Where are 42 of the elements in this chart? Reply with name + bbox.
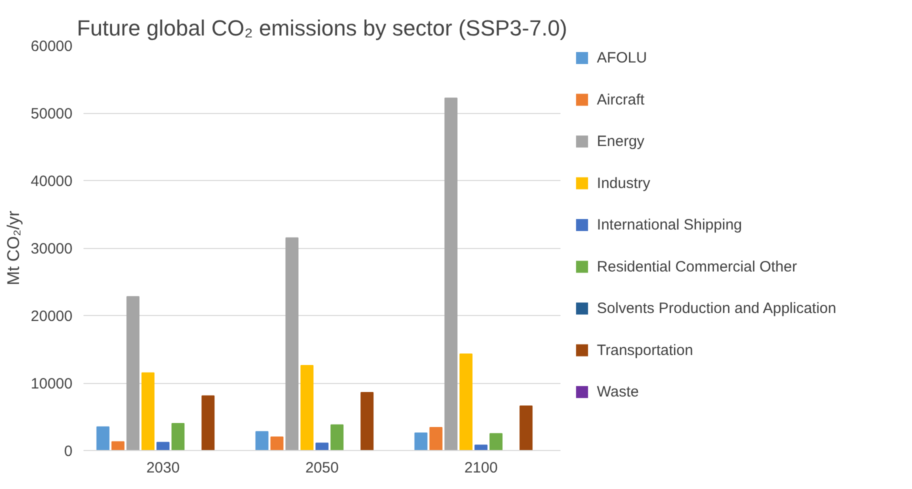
bar [429,427,442,450]
x-tick-label: 2050 [305,460,339,476]
y-axis-title: Mt CO₂/yr [4,210,23,286]
y-tick-label: 60000 [30,38,73,55]
legend-label: International Shipping [596,216,742,234]
legend-label: Waste [596,384,639,401]
legend-label: Transportation [596,342,694,359]
legend-label: AFOLU [596,50,647,67]
chart-title: Future global CO₂ emissions by sector (SSP3-7.0) [76,16,568,40]
y-tick-label: 30000 [30,240,73,258]
bar [474,444,488,450]
bar [315,442,329,450]
y-tick-label: 40000 [30,173,73,190]
bar [285,237,298,450]
bar [330,424,344,450]
bar [520,405,533,450]
bar [111,441,124,450]
bar [300,364,314,450]
bar [490,433,503,450]
bar [360,392,374,450]
bar [156,442,170,450]
y-tick-label: 20000 [30,308,73,325]
y-tick-label: 50000 [30,106,73,122]
bar [444,98,458,450]
legend-label: Energy [596,133,645,150]
bar [202,395,215,450]
x-tick-label: 2100 [464,460,498,476]
bar [255,431,268,450]
bar [172,423,185,450]
bar [96,426,110,450]
bar [141,372,154,450]
legend-label: Solvents Production and Application [596,300,836,318]
y-tick-label: 0 [64,443,72,460]
y-tick-label: 10000 [30,376,73,392]
bar [414,432,428,450]
bar [126,296,140,450]
legend-label: Aircraft [596,91,646,108]
bar [270,436,284,450]
bar [459,353,472,450]
x-tick-label: 2030 [146,460,180,476]
legend-label: Residential Commercial Other [596,258,797,276]
legend-label: Industry [596,174,651,192]
